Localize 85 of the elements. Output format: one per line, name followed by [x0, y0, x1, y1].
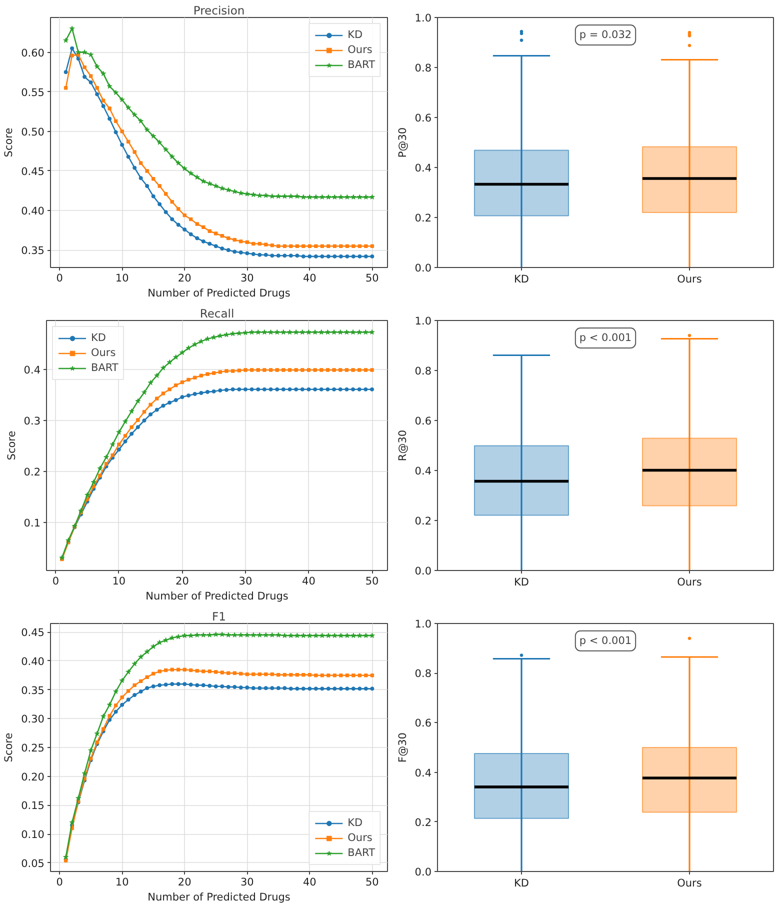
- legend-label: Ours: [348, 832, 372, 844]
- legend-label: BART: [348, 847, 375, 859]
- x-tick-label: 0: [52, 576, 60, 588]
- annotation: p = 0.032: [579, 29, 632, 41]
- y-tick-label: 0.2: [414, 516, 432, 528]
- x-axis-title: Number of Predicted Drugs: [146, 590, 288, 602]
- x-tick-label: 40: [302, 876, 316, 888]
- y-tick-label: 1.0: [414, 12, 432, 24]
- y-tick-label: 0.6: [414, 718, 432, 730]
- y-tick-label: 0.2: [414, 212, 432, 224]
- y-tick-label: 0.4: [414, 162, 432, 174]
- y-axis-title: Score: [3, 128, 16, 158]
- legend-label: BART: [348, 59, 375, 71]
- y-tick-label: 0.10: [21, 829, 45, 842]
- y-tick-label: 0.8: [414, 668, 432, 680]
- legend-label: Ours: [91, 347, 116, 359]
- y-tick-label: 0.1: [24, 518, 41, 530]
- y-tick-label: 0.0: [414, 866, 432, 878]
- y-tick-label: 0.60: [21, 47, 45, 60]
- y-axis-title: P@30: [396, 127, 409, 158]
- y-tick-label: 0.2: [24, 466, 41, 479]
- y-tick-label: 0.6: [414, 416, 432, 428]
- y-tick-label: 0.05: [21, 858, 45, 870]
- x-tick-label: 10: [112, 576, 126, 588]
- y-tick-label: 0.35: [21, 245, 45, 258]
- y-tick-label: 0.3: [24, 416, 41, 428]
- y-tick-label: 0.50: [21, 126, 45, 138]
- y-axis-title: R@30: [396, 430, 409, 462]
- y-tick-label: 0.8: [414, 62, 432, 74]
- y-tick-label: 0.8: [414, 366, 432, 378]
- annotation: p < 0.001: [579, 332, 632, 344]
- y-tick-label: 0.0: [414, 566, 432, 578]
- chart-title: Recall: [200, 306, 234, 320]
- y-tick-label: 0.6: [414, 112, 432, 124]
- x-tick-label: 10: [115, 876, 129, 888]
- y-tick-label: 0.20: [21, 771, 45, 784]
- x-axis-title: Number of Predicted Drugs: [148, 288, 290, 300]
- x-tick-label: KD: [514, 878, 529, 890]
- x-tick-label: 50: [365, 576, 379, 588]
- chart-title: Precision: [193, 4, 245, 18]
- x-tick-label: 50: [366, 876, 379, 888]
- y-tick-label: 0.2: [414, 816, 432, 829]
- x-tick-label: 20: [178, 272, 192, 284]
- y-tick-label: 0.45: [21, 627, 45, 640]
- y-tick-label: 0.45: [21, 166, 45, 178]
- x-tick-label: 30: [240, 876, 254, 888]
- x-tick-label: 20: [178, 876, 192, 888]
- x-tick-label: 50: [366, 272, 379, 284]
- x-tick-label: 0: [56, 876, 63, 888]
- x-tick-label: 20: [176, 576, 189, 588]
- x-tick-label: KD: [514, 274, 529, 286]
- x-tick-label: 0: [56, 272, 63, 284]
- y-tick-label: 0.40: [21, 656, 45, 668]
- y-axis-title: Score: [6, 430, 18, 460]
- y-tick-label: 0.30: [21, 714, 45, 726]
- x-tick-label: 40: [302, 272, 316, 284]
- y-tick-label: 1.0: [414, 316, 432, 328]
- x-tick-label: KD: [514, 576, 529, 588]
- y-axis-title: F@30: [396, 732, 409, 762]
- y-tick-label: 0.40: [21, 206, 45, 218]
- y-tick-label: 0.4: [414, 466, 432, 478]
- y-tick-label: 0.15: [21, 800, 45, 812]
- x-tick-label: 10: [115, 272, 129, 284]
- x-tick-label: 30: [238, 576, 252, 588]
- chart-title: F1: [212, 610, 226, 624]
- y-tick-label: 0.35: [21, 684, 45, 697]
- y-tick-label: 0.4: [24, 364, 41, 376]
- legend-label: BART: [91, 362, 118, 374]
- y-tick-label: 0.4: [414, 767, 432, 780]
- legend-label: Ours: [348, 44, 372, 56]
- x-tick-label: Ours: [677, 576, 702, 588]
- x-tick-label: Ours: [677, 878, 702, 890]
- y-axis-title: Score: [3, 732, 16, 762]
- x-axis-title: Number of Predicted Drugs: [148, 892, 290, 904]
- x-tick-label: 30: [240, 272, 254, 284]
- legend-label: KD: [91, 332, 107, 344]
- y-tick-label: 0.25: [21, 742, 45, 754]
- y-tick-label: 1.0: [414, 618, 432, 630]
- legend-label: KD: [348, 29, 364, 41]
- y-tick-label: 0.0: [414, 262, 432, 274]
- x-tick-label: 40: [302, 576, 316, 588]
- x-tick-label: Ours: [677, 274, 702, 286]
- y-tick-label: 0.55: [21, 86, 45, 99]
- legend-label: KD: [348, 817, 364, 829]
- annotation: p < 0.001: [579, 634, 632, 647]
